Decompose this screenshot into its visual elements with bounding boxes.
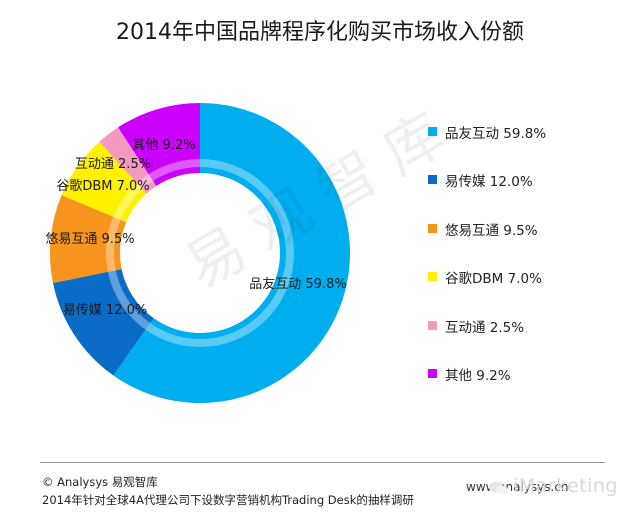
slice-其他 (118, 103, 200, 186)
slice-谷歌DBM (61, 141, 147, 223)
donut-slices (50, 103, 351, 404)
footer-brand: iMarketing (513, 475, 618, 497)
legend-item-品友互动: 品友互动 59.8% (428, 122, 633, 170)
slice-品友互动 (113, 103, 351, 404)
legend-item-悠易互通: 悠易互通 9.5% (428, 219, 633, 267)
legend-swatch (428, 127, 437, 136)
legend-item-互动通: 互动通 2.5% (428, 316, 633, 364)
legend-swatch (428, 223, 437, 233)
legend-swatch (428, 175, 437, 185)
wechat-icon (489, 481, 508, 495)
legend-label: 互动通 2.5% (445, 319, 525, 336)
legend-label: 品友互动 59.8% (445, 126, 547, 142)
footer-divider (40, 462, 605, 463)
slice-label-品友互动: 品友互动 59.8% (249, 276, 346, 292)
legend-swatch (428, 368, 437, 378)
legend-item-谷歌DBM: 谷歌DBM 7.0% (428, 267, 633, 315)
legend-item-易传媒: 易传媒 12.0% (428, 170, 633, 218)
legend-item-其他: 其他 9.2% (428, 364, 633, 412)
legend-label: 其他 9.2% (445, 367, 511, 384)
legend-label: 易传媒 12.0% (445, 174, 533, 191)
slice-label-其他: 其他 9.2% (132, 138, 195, 153)
legend-swatch (428, 272, 437, 282)
slice-label-悠易互通: 悠易互通 9.5% (45, 232, 134, 247)
slice-易传媒 (53, 268, 154, 376)
slice-labels: 品友互动 59.8% 易传媒 12.0% 悠易互通 9.5% 谷歌DBM 7.0% 互动… (45, 138, 346, 318)
legend: 品友互动 59.8% 易传媒 12.0% 悠易互通 9.5% 谷歌DBM 7.0% 互动… (428, 122, 633, 412)
legend-label: 谷歌DBM 7.0% (445, 271, 542, 288)
footer-copyright: © Analysys 易观智库 (42, 475, 158, 489)
slice-label-易传媒: 易传媒 12.0% (63, 303, 147, 318)
chart-title: 2014年中国品牌程序化购买市场收入份额 (116, 20, 524, 45)
inner-highlight-ring (106, 159, 294, 347)
slice-互动通 (99, 127, 157, 194)
legend-swatch (428, 320, 437, 330)
legend-label: 悠易互通 9.5% (445, 222, 538, 239)
slice-label-谷歌DBM: 谷歌DBM 7.0% (56, 179, 149, 194)
slice-悠易互通 (50, 195, 127, 283)
slice-label-互动通: 互动通 2.5% (75, 157, 151, 172)
footer-note: 2014年针对全球4A代理公司下设数字营销机构Trading Desk的抽样调研 (42, 493, 414, 507)
